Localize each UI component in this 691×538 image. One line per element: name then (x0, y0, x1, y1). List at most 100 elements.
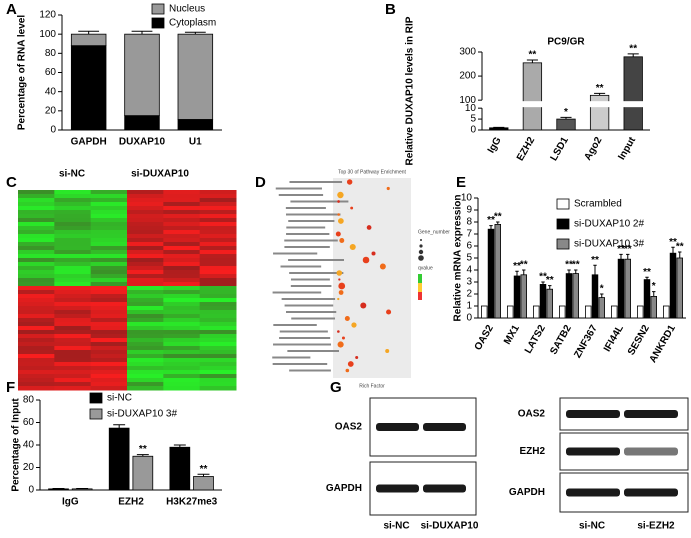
heatmap-cell (163, 250, 201, 255)
significance-label: ** (520, 260, 528, 271)
heatmap-cell (54, 294, 92, 299)
heatmap-cell (90, 246, 128, 251)
heatmap-cell (18, 322, 55, 327)
heatmap-cell (163, 278, 201, 283)
legend-swatch (89, 392, 103, 404)
significance-label: ** (494, 212, 502, 223)
heatmap-cell (127, 302, 164, 307)
bar (585, 305, 592, 319)
bar (539, 283, 547, 319)
heatmap-cell (90, 370, 128, 375)
heatmap-cell (18, 222, 55, 227)
enrichment-dot (337, 191, 344, 199)
pathway-name (284, 239, 338, 242)
heatmap-cell (90, 322, 128, 327)
heatmap-cell (90, 350, 128, 355)
heatmap-cell (127, 270, 164, 275)
enrichment-dot (341, 336, 345, 340)
heatmap-cell (199, 198, 237, 203)
heatmap-cell (90, 378, 128, 383)
significance-label: ** (565, 260, 573, 271)
significance-label: ** (676, 242, 684, 253)
heatmap-cell (199, 386, 237, 391)
heatmap-cell (199, 258, 237, 263)
legend-label: Cytoplasm (169, 18, 216, 29)
heatmap-cell (18, 346, 55, 351)
legend-swatch (556, 238, 570, 250)
heatmap-cell (163, 326, 201, 331)
legend-dot (419, 244, 423, 248)
error-bar (593, 264, 597, 275)
heatmap-cell (163, 330, 201, 335)
heatmap-cell (18, 250, 55, 255)
bar (533, 305, 540, 319)
enrichment-dot (355, 355, 359, 360)
heatmap-cell (163, 354, 201, 359)
heatmap-cell (163, 238, 201, 243)
significance-label: ** (513, 261, 521, 272)
error-bar (522, 269, 526, 275)
heatmap-cell (18, 290, 55, 295)
bar (611, 305, 618, 319)
error-bar (173, 444, 186, 448)
enrichment-dot (336, 270, 343, 276)
error-bar (627, 53, 639, 57)
heatmap-cell (199, 294, 237, 299)
color-scale (418, 283, 422, 292)
significance-label: * (652, 281, 656, 292)
heatmap-cell (90, 330, 128, 335)
heatmap-cell (199, 370, 237, 375)
heatmap-cell (90, 238, 128, 243)
y-tick-label: 8 (466, 217, 472, 228)
heatmap-cell (54, 366, 92, 371)
heatmap-cell (199, 286, 237, 291)
heatmap-cell (163, 274, 201, 279)
error-bar (567, 269, 571, 274)
heatmap-cell (18, 238, 55, 243)
heatmap-cell (163, 290, 201, 295)
heatmap-cell (18, 310, 55, 315)
error-bar (600, 293, 604, 298)
bar (487, 228, 495, 319)
enrichment-dot (349, 243, 356, 251)
heatmap-cell (199, 226, 237, 231)
bar (663, 305, 670, 319)
heatmap-cell (90, 314, 128, 319)
pathway-name (288, 259, 345, 261)
heatmap-cell (163, 374, 201, 379)
heatmap-cell (54, 330, 92, 335)
panel-letter: G (330, 379, 342, 396)
heatmap-cell (127, 378, 164, 383)
enrichment-dot (337, 297, 340, 301)
heatmap-cell (199, 334, 237, 339)
y-tick-label: 2 (466, 289, 472, 300)
heatmap-cell (90, 362, 128, 367)
heatmap-cell (127, 366, 164, 371)
bar (676, 257, 683, 319)
heatmap-cell (163, 246, 201, 251)
y-tick-label: 120 (39, 10, 56, 21)
heatmap-cell (54, 234, 92, 239)
plot-title: Top 30 of Pathway Enrichment (338, 169, 406, 175)
heatmap-cell (163, 214, 201, 219)
heatmap-cell (54, 262, 92, 267)
heatmap-cell (163, 226, 201, 231)
blot-band (566, 410, 620, 418)
enrichment-dot (338, 218, 344, 224)
lane-label: si-DUXAP10 (421, 521, 479, 532)
y-tick-label: 20 (23, 462, 35, 473)
significance-label: ** (591, 255, 599, 266)
error-bar (78, 30, 100, 35)
heatmap-cell (199, 346, 237, 351)
heatmap-cell (90, 282, 128, 287)
bar (494, 223, 501, 319)
heatmap-cell (163, 378, 201, 383)
legend-swatch (89, 408, 103, 420)
heatmap-cell (127, 322, 164, 327)
bar (520, 274, 527, 319)
bar (598, 297, 605, 319)
heatmap-cell (18, 306, 55, 311)
heatmap-cell (163, 222, 201, 227)
heatmap-cell (163, 282, 201, 287)
